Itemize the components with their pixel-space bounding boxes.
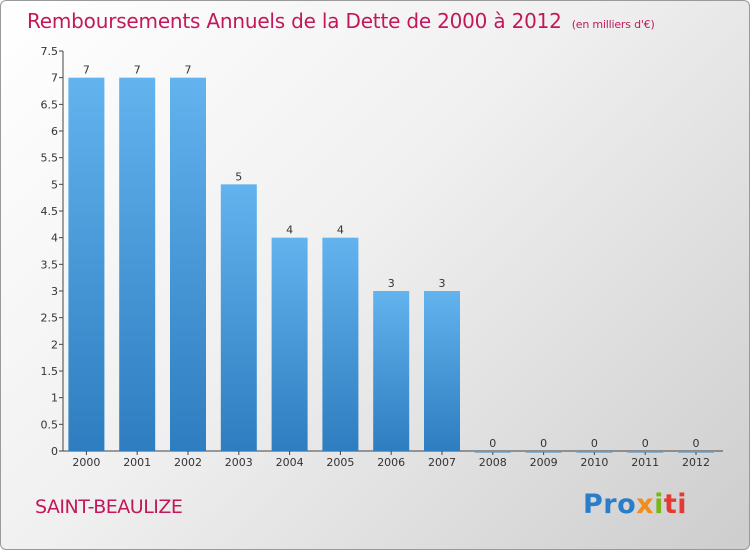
data-label: 7 (134, 64, 141, 77)
bar (678, 451, 714, 453)
y-tick-label: 1 (51, 392, 58, 405)
data-label: 0 (693, 437, 700, 450)
chart-unit-note: (en milliers d'€) (571, 18, 655, 31)
bar (373, 291, 410, 451)
y-tick-label: 0 (51, 445, 58, 458)
commune-name: SAINT-BEAULIZE (35, 496, 183, 518)
bars (68, 77, 714, 453)
y-tick-label: 0.5 (41, 418, 59, 431)
y-tick-label: 7 (51, 72, 58, 85)
axes: 0 0.5 1 1.5 2 2.5 3 3.5 4 4.5 5 5.5 6 6.5 7 7.5 (41, 45, 723, 458)
bar (525, 451, 562, 453)
y-tick-label: 6.5 (41, 98, 59, 111)
bar (627, 451, 664, 453)
x-tick-label: 2003 (225, 456, 253, 469)
y-tick-label: 1.5 (41, 365, 59, 378)
logo-part-1: Pro (583, 489, 637, 520)
x-tick-label: 2001 (123, 456, 151, 469)
y-tick-label: 3 (51, 285, 58, 298)
x-tick-label: 2002 (174, 456, 202, 469)
data-label: 0 (591, 437, 598, 450)
labels: 2000 7 2001 7 2002 7 2003 5 2004 4 2005 4 2006 3 2007 3… (72, 64, 710, 469)
chart-title-text: Remboursements Annuels de la Dette de 20… (27, 9, 562, 33)
x-tick-label: 2012 (682, 456, 710, 469)
data-label: 4 (337, 224, 344, 237)
bar (576, 451, 613, 453)
y-tick-label: 2.5 (41, 312, 59, 325)
y-tick-label: 2 (51, 338, 58, 351)
logo-part-3: i (654, 489, 664, 520)
bar (220, 184, 257, 452)
x-tick-label: 2011 (631, 456, 659, 469)
logo-part-4: ti (663, 489, 688, 520)
y-tick-label: 6 (51, 125, 58, 138)
data-label: 3 (388, 277, 395, 290)
y-tick-label: 5 (51, 178, 58, 191)
x-tick-label: 2007 (428, 456, 456, 469)
y-tick-label: 4 (51, 232, 58, 245)
proxiti-logo: Proxiti (583, 489, 687, 520)
logo-part-2: x (636, 489, 655, 520)
x-tick-label: 2004 (276, 456, 304, 469)
bar (474, 451, 511, 453)
data-label: 5 (235, 170, 242, 183)
data-label: 4 (286, 224, 293, 237)
data-label: 3 (439, 277, 446, 290)
data-label: 0 (540, 437, 547, 450)
y-tick-label: 5.5 (41, 152, 59, 165)
chart-title: Remboursements Annuels de la Dette de 20… (27, 9, 655, 33)
x-tick-label: 2006 (377, 456, 405, 469)
bar (424, 291, 460, 451)
bar (271, 237, 308, 451)
data-label: 7 (83, 64, 90, 77)
y-tick-label: 7.5 (41, 45, 59, 58)
bar (322, 237, 359, 451)
x-tick-label: 2000 (72, 456, 100, 469)
data-label: 0 (489, 437, 496, 450)
bar (68, 77, 105, 452)
y-tick-label: 3.5 (41, 258, 59, 271)
x-tick-label: 2009 (530, 456, 558, 469)
bar (170, 77, 206, 452)
bar (119, 77, 156, 452)
data-label: 0 (642, 437, 649, 450)
x-tick-label: 2010 (580, 456, 608, 469)
y-tick-label: 4.5 (41, 205, 59, 218)
data-label: 7 (185, 64, 192, 77)
x-tick-label: 2005 (326, 456, 354, 469)
x-tick-label: 2008 (479, 456, 507, 469)
